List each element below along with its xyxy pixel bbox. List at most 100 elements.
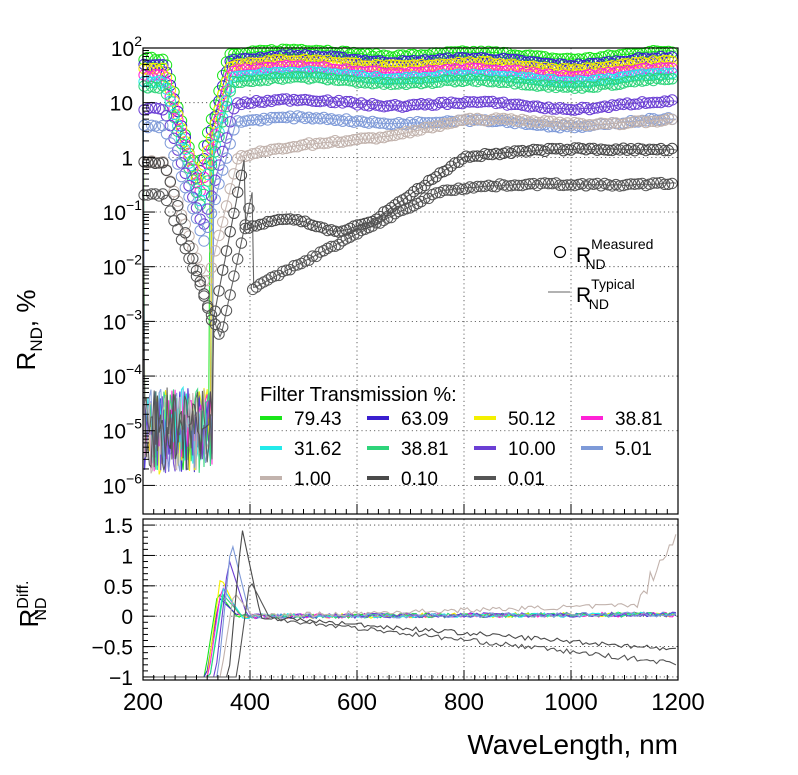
- measured-marker-50.12: [408, 59, 420, 71]
- legend-label-31.62: 31.62: [294, 439, 342, 460]
- measured-marker-50.12: [262, 55, 274, 67]
- measured-marker-38.81: [243, 75, 255, 87]
- measured-marker-0.01: [572, 178, 585, 191]
- measured-marker-10.00: [441, 98, 454, 111]
- measured-marker-10.00: [565, 104, 577, 116]
- measured-marker-0.10: [561, 143, 573, 156]
- measured-marker-0.10: [254, 218, 266, 231]
- measured-marker-5.01: [157, 119, 169, 132]
- measured-marker-0.01: [595, 180, 607, 192]
- measured-marker-0.01: [520, 178, 532, 191]
- measured-marker-5.01: [220, 152, 233, 164]
- measured-marker-5.01: [262, 114, 274, 126]
- measured-marker-10.00: [643, 97, 656, 109]
- measured-marker-10.00: [569, 104, 581, 116]
- measured-marker-0.10: [262, 215, 274, 228]
- measured-marker-5.01: [359, 116, 371, 129]
- measured-marker-1.00: [460, 113, 472, 125]
- measured-marker-10.00: [587, 102, 600, 115]
- measured-marker-1.00: [172, 195, 184, 207]
- measured-marker-10.00: [310, 95, 322, 108]
- measured-marker-5.01: [381, 118, 394, 130]
- measured-marker-38.81: [295, 71, 308, 83]
- measured-marker-0.10: [224, 226, 236, 238]
- measured-marker-38.81: [441, 74, 454, 87]
- legend-measured-marker: [553, 245, 567, 259]
- measured-marker-0.10: [527, 143, 540, 156]
- measured-marker-38.81: [520, 79, 532, 91]
- measured-marker-5.01: [288, 113, 300, 125]
- measured-marker-10.00: [591, 102, 603, 114]
- measured-marker-0.01: [629, 178, 641, 190]
- measured-marker-38.81: [329, 74, 341, 86]
- measured-marker-50.12: [505, 58, 517, 70]
- measured-marker-0.01: [621, 178, 633, 191]
- measured-marker-0.10: [572, 142, 585, 154]
- measured-marker-0.01: [512, 179, 525, 192]
- measured-marker-31.62: [269, 66, 281, 79]
- measured-marker-38.81: [467, 75, 480, 87]
- measured-marker-79.43: [497, 46, 510, 59]
- y-tick-label: 1: [121, 147, 133, 170]
- measured-marker-0.01: [509, 179, 521, 191]
- legend-label-63.09: 63.09: [401, 409, 449, 430]
- legend-label-38.81: 38.81: [615, 409, 663, 430]
- measured-marker-0.01: [554, 179, 566, 191]
- measured-marker-79.43: [404, 48, 416, 61]
- measured-marker-0.10: [550, 143, 562, 155]
- diff-line-0.01: [143, 582, 677, 678]
- measured-marker-0.10: [235, 169, 248, 182]
- diff-line-1.00: [143, 534, 677, 678]
- y-tick-label: 10−5: [103, 416, 143, 444]
- measured-marker-1.00: [381, 130, 394, 142]
- measured-marker-0.01: [232, 253, 244, 265]
- measured-marker-0.01: [239, 219, 251, 231]
- measured-marker-0.01: [542, 177, 555, 190]
- measured-marker-1.00: [205, 262, 218, 274]
- measured-marker-5.01: [209, 193, 221, 206]
- measured-marker-1.00: [569, 116, 581, 129]
- measured-marker-5.01: [172, 158, 184, 170]
- y-tick-label: 0: [121, 606, 133, 629]
- measured-marker-10.00: [501, 99, 513, 111]
- measured-marker-38.81: [250, 74, 263, 86]
- measured-marker-0.01: [325, 240, 337, 253]
- measured-marker-0.10: [187, 252, 199, 265]
- measured-marker-1.00: [209, 245, 221, 257]
- legend-label-0.10: 0.10: [401, 469, 438, 490]
- measured-marker-0.01: [456, 183, 469, 196]
- measured-marker-38.81: [310, 71, 322, 83]
- measured-marker-10.00: [666, 94, 678, 106]
- measured-marker-5.01: [329, 114, 341, 127]
- measured-marker-10.00: [299, 93, 311, 106]
- measured-marker-10.00: [179, 167, 192, 180]
- measured-marker-38.81: [516, 78, 528, 91]
- measured-marker-38.81: [336, 74, 349, 86]
- measured-marker-0.10: [276, 213, 289, 226]
- measured-marker-10.00: [419, 99, 431, 111]
- measured-marker-0.10: [408, 186, 420, 198]
- measured-marker-0.10: [168, 188, 180, 201]
- measured-marker-5.01: [247, 114, 259, 126]
- legend-typical-label: RTypical ND: [576, 276, 635, 312]
- measured-marker-50.12: [569, 63, 581, 75]
- measured-marker-5.01: [183, 191, 195, 203]
- measured-marker-10.00: [516, 99, 528, 111]
- measured-marker-38.81: [273, 72, 285, 85]
- measured-marker-10.00: [318, 95, 330, 107]
- measured-marker-10.00: [497, 96, 510, 109]
- measured-marker-38.81: [333, 74, 345, 87]
- measured-marker-0.01: [632, 178, 645, 190]
- measured-marker-38.81: [636, 62, 648, 75]
- measured-marker-10.00: [276, 93, 289, 105]
- measured-marker-5.01: [273, 111, 285, 124]
- legend-label-79.43: 79.43: [294, 409, 342, 430]
- measured-marker-0.10: [629, 145, 641, 157]
- measured-marker-10.00: [482, 95, 495, 108]
- measured-marker-1.00: [430, 120, 442, 132]
- measured-marker-1.00: [276, 143, 289, 155]
- measured-marker-10.00: [333, 94, 345, 107]
- y-tick-label: 1: [121, 545, 133, 568]
- measured-marker-0.10: [658, 144, 671, 157]
- measured-marker-1.00: [542, 115, 555, 128]
